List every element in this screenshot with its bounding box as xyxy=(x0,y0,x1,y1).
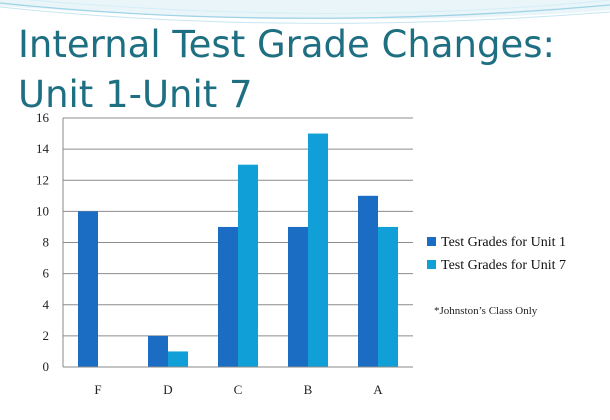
bar-B-series-2 xyxy=(308,133,328,367)
x-category-label: F xyxy=(94,382,101,397)
bar-A-series-2 xyxy=(378,226,398,367)
bar-C-series-1 xyxy=(218,226,238,367)
legend-swatch xyxy=(427,237,436,246)
x-category-label: A xyxy=(373,382,383,397)
y-tick-label: 6 xyxy=(43,266,50,281)
y-tick-label: 8 xyxy=(43,235,50,250)
legend-label: Test Grades for Unit 1 xyxy=(441,235,566,250)
bar-D-series-1 xyxy=(148,335,168,367)
bar-A-series-1 xyxy=(358,195,378,367)
y-tick-label: 0 xyxy=(43,359,50,374)
x-category-label: C xyxy=(234,382,243,397)
header-swoosh-decoration xyxy=(0,0,610,24)
y-axis-tick-labels: 0 2 4 6 8 10 12 14 16 xyxy=(36,110,50,374)
bar-B-series-1 xyxy=(288,226,308,367)
y-tick-label: 2 xyxy=(43,328,50,343)
legend: Test Grades for Unit 1 Test Grades for Un… xyxy=(427,235,566,273)
legend-label: Test Grades for Unit 7 xyxy=(441,258,566,273)
y-tick-label: 10 xyxy=(36,203,49,218)
y-tick-label: 16 xyxy=(36,110,50,125)
y-tick-label: 4 xyxy=(43,297,50,312)
slide-title: Internal Test Grade Changes: Unit 1-Unit… xyxy=(18,23,555,116)
y-tick-label: 14 xyxy=(36,141,50,156)
bar-C-series-2 xyxy=(238,164,258,367)
x-category-label: D xyxy=(163,382,172,397)
y-tick-label: 12 xyxy=(36,172,49,187)
x-category-label: B xyxy=(304,382,313,397)
bar-F-series-1 xyxy=(78,211,98,367)
bars xyxy=(78,133,398,367)
legend-swatch xyxy=(427,260,436,269)
bar-D-series-2 xyxy=(168,351,188,367)
chart-annotation: *Johnston’s Class Only xyxy=(434,305,538,317)
